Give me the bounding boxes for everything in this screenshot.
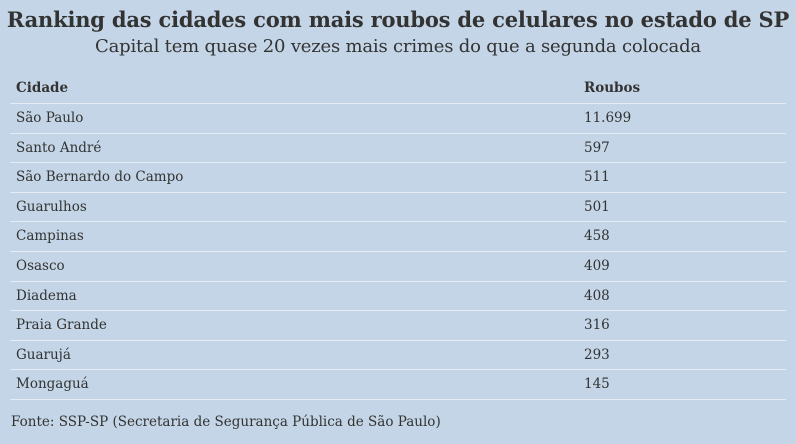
table-row: Santo André 597 <box>10 134 786 164</box>
robberies-cell: 316 <box>584 317 610 334</box>
table-row: São Bernardo do Campo 511 <box>10 163 786 193</box>
robberies-cell: 501 <box>584 198 610 215</box>
table-header-row: Cidade Roubos <box>10 73 786 104</box>
robberies-cell: 11.699 <box>584 110 632 126</box>
table-row: Campinas 458 <box>10 222 786 252</box>
city-cell: Praia Grande <box>16 317 107 334</box>
city-cell: São Paulo <box>16 110 84 126</box>
column-header-robberies: Roubos <box>584 80 641 96</box>
robberies-cell: 293 <box>584 346 610 363</box>
table-row: Osasco 409 <box>10 252 786 282</box>
table-row: Diadema 408 <box>10 282 786 312</box>
table-row: Guarujá 293 <box>10 341 786 371</box>
city-cell: Guarulhos <box>16 198 87 215</box>
robberies-cell: 408 <box>584 287 610 304</box>
city-cell: São Bernardo do Campo <box>16 169 184 186</box>
table-row: Praia Grande 316 <box>10 311 786 341</box>
robberies-cell: 145 <box>584 376 610 393</box>
column-header-city: Cidade <box>16 80 69 96</box>
chart-subtitle: Capital tem quase 20 vezes mais crimes d… <box>95 36 701 57</box>
city-cell: Osasco <box>16 257 65 274</box>
robberies-cell: 597 <box>584 139 610 156</box>
city-cell: Diadema <box>16 287 77 304</box>
city-cell: Mongaguá <box>16 376 89 393</box>
ranking-table: Cidade Roubos São Paulo 11.699 Santo And… <box>10 73 786 400</box>
source-note: Fonte: SSP-SP (Secretaria de Segurança P… <box>11 414 441 430</box>
city-cell: Campinas <box>16 228 84 245</box>
robberies-cell: 458 <box>584 228 610 245</box>
table-row: São Paulo 11.699 <box>10 104 786 134</box>
city-cell: Santo André <box>16 139 102 156</box>
table-row: Mongaguá 145 <box>10 370 786 400</box>
robberies-cell: 409 <box>584 257 610 274</box>
table-row: Guarulhos 501 <box>10 193 786 223</box>
city-cell: Guarujá <box>16 346 71 363</box>
robberies-cell: 511 <box>584 169 610 186</box>
chart-title: Ranking das cidades com mais roubos de c… <box>6 7 790 32</box>
